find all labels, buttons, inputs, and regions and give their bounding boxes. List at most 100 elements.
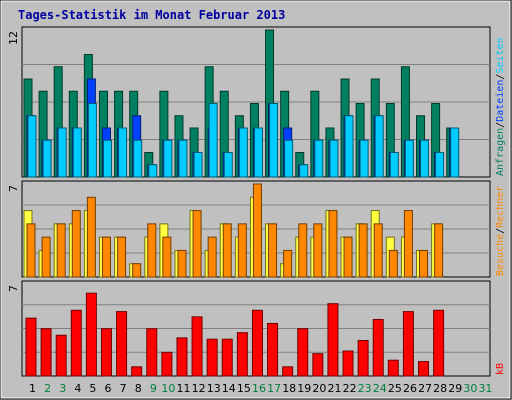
bar-middle-rechner-day-23 (358, 223, 368, 278)
bar-middle-rechner-day-3 (56, 223, 66, 278)
x-tick-label-26: 26 (403, 382, 417, 395)
bar-top-seiten-day-8 (133, 139, 143, 178)
bar-top-seiten-day-11 (178, 139, 188, 178)
x-tick-label-4: 4 (74, 382, 81, 395)
legend-mid-item-0: Besuche (495, 234, 506, 276)
x-tick-label-7: 7 (120, 382, 127, 395)
x-tick-label-23: 23 (358, 382, 372, 395)
bar-bottom-kb-day-18 (282, 366, 294, 377)
bar-middle-rechner-day-7 (117, 236, 127, 278)
bar-bottom-kb-day-17 (267, 322, 279, 377)
panel-top: 12 (7, 26, 491, 178)
bar-bottom-kb-day-27 (418, 361, 430, 377)
x-tick-label-19: 19 (297, 382, 311, 395)
legend-top-item-3: / (495, 74, 506, 80)
x-tick-label-25: 25 (388, 382, 402, 395)
bar-bottom-kb-day-28 (433, 309, 445, 377)
bar-bottom-kb-day-8 (131, 366, 143, 377)
bar-top-seiten-day-14 (223, 152, 233, 178)
bar-middle-rechner-day-17 (268, 223, 278, 278)
bar-bottom-kb-day-10 (161, 351, 173, 377)
x-tick-label-17: 17 (267, 382, 281, 395)
bar-middle-rechner-day-20 (313, 223, 323, 278)
x-tick-label-27: 27 (418, 382, 432, 395)
bar-bottom-kb-day-5 (85, 292, 97, 377)
bar-middle-rechner-day-6 (101, 236, 111, 278)
panel-bottom-ymax-label: 7 (7, 285, 20, 292)
bar-top-seiten-day-13 (208, 103, 218, 178)
bar-bottom-kb-day-14 (221, 338, 233, 377)
bar-bottom-kb-day-9 (146, 328, 158, 377)
bar-top-seiten-day-19 (299, 164, 309, 178)
bar-top-seiten-day-28 (435, 152, 445, 178)
bar-top-seiten-day-18 (284, 139, 294, 178)
x-tick-label-11: 11 (177, 382, 191, 395)
bar-bottom-kb-day-6 (100, 328, 112, 377)
chart-panels: 12 7 7 (7, 26, 491, 377)
legend-top-item-2: Dateien (495, 80, 506, 122)
x-tick-label-6: 6 (105, 382, 112, 395)
x-tick-label-30: 30 (463, 382, 477, 395)
bar-top-seiten-day-26 (404, 139, 414, 178)
bar-middle-rechner-day-25 (388, 249, 398, 278)
bar-top-seiten-day-29 (450, 127, 460, 178)
bar-bottom-kb-day-25 (387, 359, 399, 377)
bar-bottom-kb-day-13 (206, 338, 218, 377)
x-tick-label-15: 15 (237, 382, 251, 395)
bar-bottom-kb-day-16 (251, 309, 263, 377)
bar-top-seiten-day-4 (72, 127, 82, 178)
bar-middle-rechner-day-11 (177, 249, 187, 278)
x-tick-label-12: 12 (192, 382, 206, 395)
bar-middle-rechner-day-4 (71, 210, 81, 278)
bar-middle-rechner-day-22 (343, 236, 353, 278)
x-axis: 1 2 3 4 5 6 7 8 9 10 11 12 13 14 15 16 17 18 19 20 21 22 23 24 2… (29, 382, 492, 395)
bar-bottom-kb-day-7 (116, 311, 128, 377)
bar-middle-rechner-day-27 (419, 249, 429, 278)
bar-top-seiten-day-2 (42, 139, 52, 178)
bar-bottom-kb-day-22 (342, 350, 354, 377)
x-tick-label-14: 14 (222, 382, 236, 395)
bar-top-seiten-day-17 (269, 103, 279, 178)
panel-top-ymax-label: 12 (7, 31, 20, 45)
bar-top-seiten-day-23 (359, 139, 369, 178)
bar-top-seiten-day-10 (163, 139, 173, 178)
bar-bottom-kb-day-2 (40, 328, 52, 377)
bar-top-seiten-day-24 (374, 115, 384, 178)
x-tick-label-2: 2 (44, 382, 51, 395)
bar-top-seiten-day-21 (329, 139, 339, 178)
legend-bottom-item-0: kB (495, 363, 506, 375)
bar-middle-rechner-day-16 (252, 183, 262, 278)
legend-top-item-1: / (495, 122, 506, 128)
bar-bottom-kb-day-21 (327, 303, 339, 377)
bar-middle-rechner-day-26 (403, 210, 413, 278)
legend-top: Anfragen/Dateien/Seiten (495, 37, 506, 176)
bar-top-seiten-day-9 (148, 164, 158, 178)
chart-title: Tages-Statistik im Monat Februar 2013 (18, 8, 285, 22)
x-tick-label-31: 31 (478, 382, 492, 395)
bar-bottom-kb-day-4 (70, 309, 82, 377)
bar-bottom-kb-day-3 (55, 334, 67, 377)
bar-top-seiten-day-12 (193, 152, 203, 178)
x-tick-label-22: 22 (343, 382, 357, 395)
bar-middle-rechner-day-18 (283, 249, 293, 278)
bar-middle-rechner-day-9 (147, 223, 157, 278)
bar-top-seiten-day-6 (102, 139, 112, 178)
x-tick-label-21: 21 (327, 382, 341, 395)
bar-middle-rechner-day-14 (222, 223, 232, 278)
legend-mid-item-1: / (495, 228, 506, 234)
x-tick-label-8: 8 (135, 382, 142, 395)
bar-bottom-kb-day-1 (25, 317, 37, 377)
bar-bottom-kb-day-12 (191, 316, 203, 377)
bar-top-seiten-day-20 (314, 139, 324, 178)
bar-middle-rechner-day-28 (434, 223, 444, 278)
panel-bottom: 7 (7, 280, 491, 377)
x-tick-label-13: 13 (207, 382, 221, 395)
bar-bottom-kb-day-20 (312, 353, 324, 377)
panel-middle-ymax-label: 7 (7, 185, 20, 192)
bar-middle-rechner-day-24 (373, 223, 383, 278)
bar-middle-rechner-day-1 (26, 223, 36, 278)
bar-middle-rechner-day-19 (298, 223, 308, 278)
bar-middle-rechner-day-8 (132, 263, 142, 278)
